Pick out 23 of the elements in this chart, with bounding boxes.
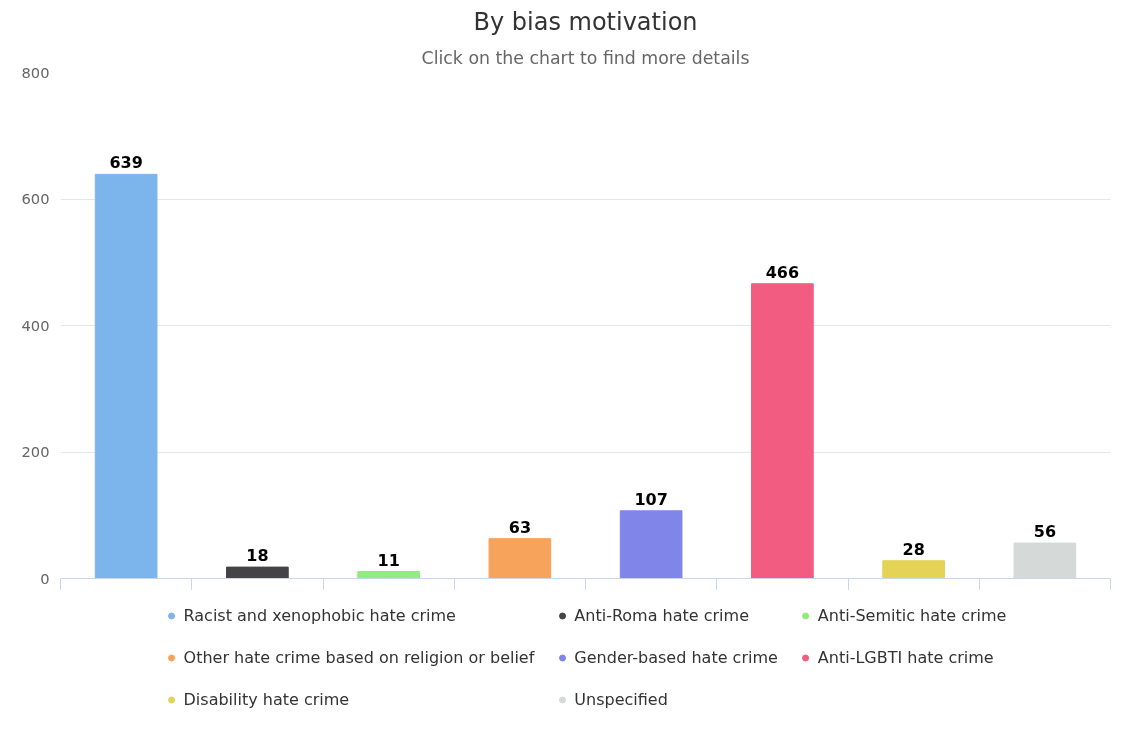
legend-label: Anti-Semitic hate crime: [817, 605, 1007, 627]
legend-label: Unspecified: [574, 689, 668, 711]
y-tick-label: 600: [21, 190, 50, 207]
data-label: 639: [109, 153, 143, 173]
legend-label: Anti-LGBTI hate crime: [817, 647, 994, 669]
legend-label: Other hate crime based on religion or belief: [183, 647, 535, 669]
y-tick-label: 200: [21, 443, 50, 460]
data-label: 107: [634, 489, 668, 509]
y-tick-label: 800: [21, 63, 50, 81]
data-label: 466: [765, 262, 800, 282]
legend-label: Anti-Roma hate crime: [574, 605, 749, 627]
legend-label: Gender-based hate crime: [574, 647, 778, 669]
y-tick-label: 400: [21, 316, 50, 334]
data-label: 18: [246, 546, 269, 566]
chart-title: By bias motivation: [473, 7, 698, 36]
legend-label: Racist and xenophobic hate crime: [183, 605, 456, 627]
data-label: 56: [1033, 522, 1057, 542]
data-label: 11: [377, 550, 400, 570]
data-label: 28: [902, 539, 925, 559]
legend-label: Disability hate crime: [183, 689, 350, 711]
y-tick-label: 0: [40, 569, 50, 587]
data-label: 63: [508, 517, 532, 537]
chart-subtitle: Click on the chart to find more details: [421, 47, 750, 68]
